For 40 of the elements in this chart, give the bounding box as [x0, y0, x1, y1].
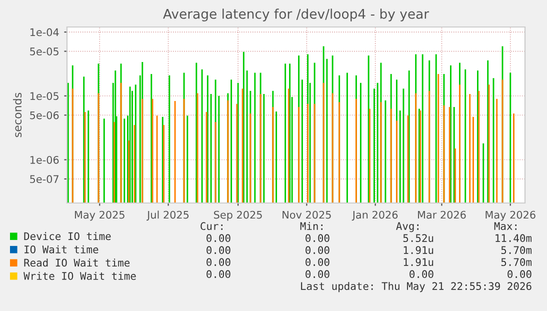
text: 0.00: [410, 270, 434, 278]
text: 5.70m: [501, 246, 532, 254]
x-tick-label: Sep 2025: [214, 210, 262, 221]
text: 0.00: [306, 234, 330, 242]
y-tick-label: 5e-05: [30, 48, 58, 56]
y-tick-label: 5e-06: [30, 111, 59, 120]
text: 0.00: [306, 246, 330, 254]
legend-label: Device IO time: [24, 232, 111, 240]
text: 5.70m: [501, 258, 532, 266]
text: Max:: [494, 222, 516, 230]
x-tick-label: Jul 2025: [146, 210, 189, 221]
text: 5.52u: [403, 234, 434, 242]
x-tick-label: May 2026: [486, 210, 536, 221]
text: 1.91u: [404, 246, 434, 254]
x-tick-label: May 2025: [74, 210, 124, 221]
text: 0.00: [206, 270, 230, 278]
y-tick-label: 1e-05: [30, 92, 58, 100]
text: 0.00: [206, 258, 230, 266]
x-tick-label: Mar 2026: [418, 210, 466, 219]
chart-title: Average latency for /dev/loop4 - by year: [163, 8, 430, 22]
text: 1.91u: [404, 258, 434, 266]
text: 0.00: [206, 246, 230, 254]
x-tick-label: Jan 2026: [352, 210, 398, 221]
text: Last update: Thu May 21 22:55:39 2026: [301, 282, 532, 292]
text: 0.00: [306, 270, 330, 278]
y-axis-title: seconds: [13, 92, 22, 138]
legend-label: IO Wait time: [24, 245, 98, 254]
legend-label: Read IO Wait time: [24, 258, 130, 267]
text: Avg:: [396, 222, 418, 232]
text: 0.00: [508, 270, 532, 278]
x-tick-label: Nov 2025: [282, 210, 331, 219]
legend-label: Write IO Wait time: [24, 272, 136, 280]
text: Cur:: [200, 222, 222, 230]
text: Min:: [300, 222, 322, 230]
text: 11.40m: [496, 234, 532, 242]
y-tick-label: 5e-07: [30, 175, 58, 184]
y-tick-label: 1e-04: [30, 28, 59, 36]
text: 0.00: [306, 258, 330, 266]
y-tick-label: 1e-06: [30, 156, 59, 164]
text: 0.00: [206, 234, 230, 242]
